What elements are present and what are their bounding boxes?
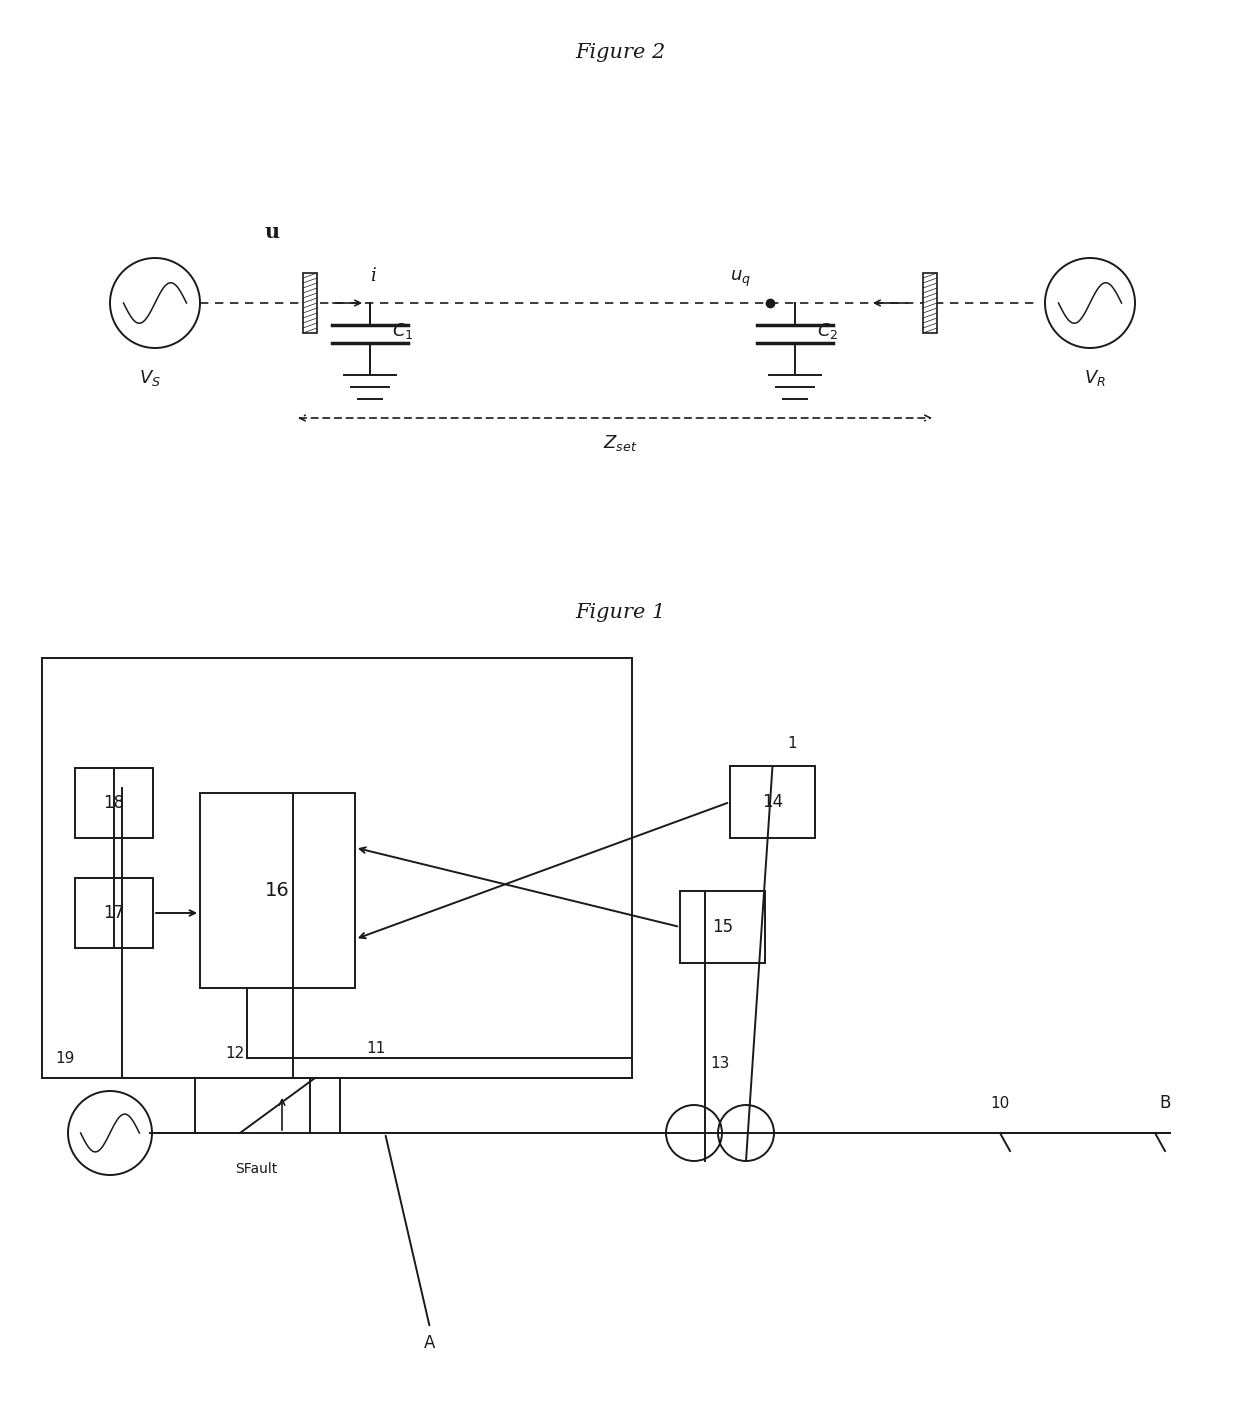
- Text: $u_q$: $u_q$: [730, 269, 751, 289]
- Bar: [42, 658, 632, 1078]
- Text: B: B: [1159, 1095, 1171, 1112]
- Text: i: i: [370, 267, 376, 285]
- Text: 10: 10: [991, 1096, 1009, 1110]
- Text: u: u: [265, 223, 280, 242]
- Text: $V_R$: $V_R$: [1084, 369, 1106, 389]
- Text: SFault: SFault: [236, 1161, 278, 1176]
- Bar: [303, 274, 317, 333]
- Text: A: A: [424, 1334, 435, 1351]
- Text: 12: 12: [226, 1046, 244, 1061]
- Text: $V_S$: $V_S$: [139, 369, 161, 389]
- Text: 19: 19: [56, 1051, 74, 1066]
- Text: 16: 16: [265, 881, 290, 900]
- Text: 1: 1: [787, 736, 797, 752]
- Text: 13: 13: [711, 1056, 729, 1071]
- Text: 17: 17: [103, 905, 124, 922]
- Text: $C_2$: $C_2$: [817, 320, 838, 340]
- Text: 11: 11: [367, 1041, 386, 1056]
- Text: Figure 2: Figure 2: [575, 43, 665, 62]
- Text: 15: 15: [712, 917, 733, 936]
- Bar: [74, 878, 153, 949]
- Text: Figure 1: Figure 1: [575, 603, 665, 623]
- Bar: [74, 769, 153, 838]
- Bar: [680, 891, 765, 963]
- Bar: [923, 274, 937, 333]
- Bar: [200, 793, 355, 988]
- Text: 14: 14: [761, 793, 784, 811]
- Text: 18: 18: [103, 794, 124, 813]
- Text: $Z_{set}$: $Z_{set}$: [603, 432, 637, 452]
- Text: $C_1$: $C_1$: [392, 320, 413, 340]
- Bar: [730, 766, 815, 838]
